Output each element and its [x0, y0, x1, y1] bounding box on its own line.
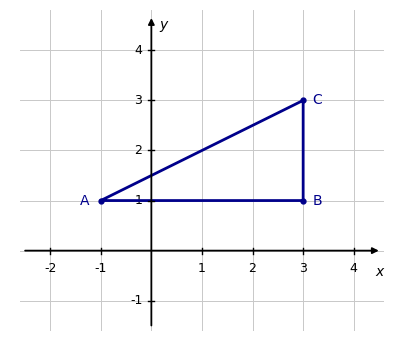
Text: y: y	[159, 18, 167, 32]
Text: x: x	[375, 265, 383, 279]
Text: 4: 4	[134, 44, 142, 57]
Text: B: B	[312, 194, 322, 208]
Text: A: A	[80, 194, 89, 208]
Text: 1: 1	[198, 262, 206, 275]
Text: -1: -1	[130, 294, 142, 307]
Text: -1: -1	[95, 262, 107, 275]
Text: 1: 1	[134, 194, 142, 207]
Text: 4: 4	[350, 262, 358, 275]
Text: 3: 3	[299, 262, 307, 275]
Text: 2: 2	[134, 144, 142, 157]
Text: C: C	[312, 93, 322, 107]
Text: -2: -2	[44, 262, 56, 275]
Text: 3: 3	[134, 94, 142, 107]
Text: 2: 2	[249, 262, 257, 275]
